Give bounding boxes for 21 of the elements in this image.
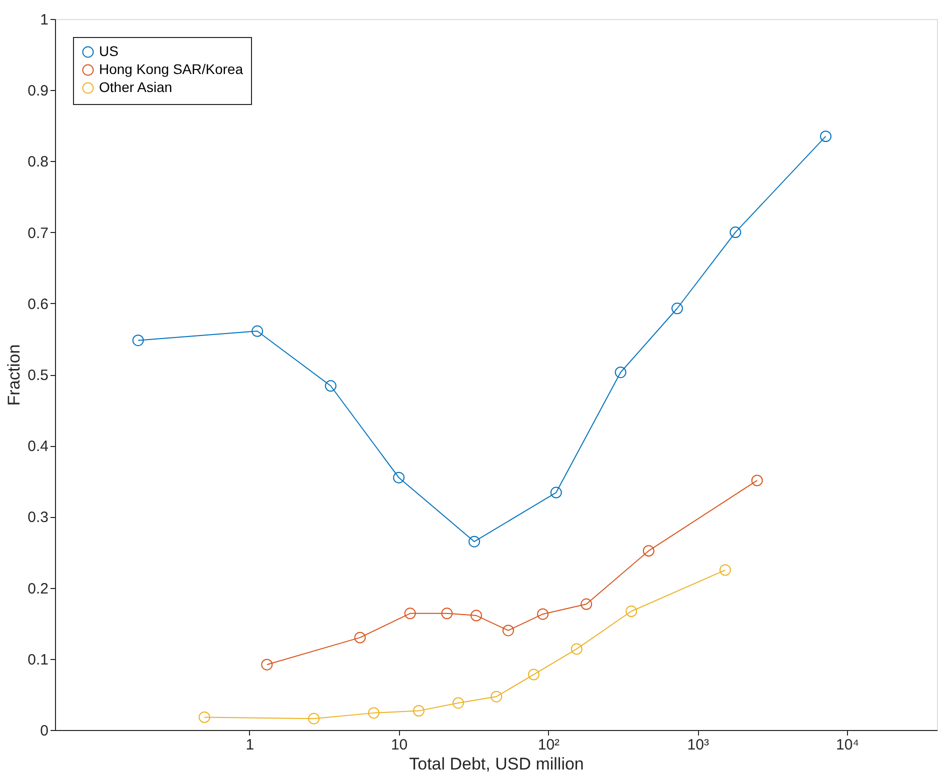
y-tick-label: 0	[40, 722, 48, 740]
x-tick-label: 1	[246, 736, 254, 754]
x-axis-title: Total Debt, USD million	[409, 754, 584, 774]
legend-label: US	[99, 43, 118, 59]
x-tick-label: 10²	[538, 736, 560, 754]
y-tick-label: 0.4	[28, 438, 48, 456]
y-tick-label: 0.7	[28, 224, 48, 242]
legend-label: Hong Kong SAR/Korea	[99, 61, 244, 77]
legend-label: Other Asian	[99, 79, 172, 95]
x-tick-label: 10³	[687, 736, 709, 754]
x-tick-label: 10	[390, 736, 408, 754]
y-tick-label: 0.3	[28, 509, 48, 526]
y-tick-label: 1	[40, 12, 48, 28]
y-tick-label: 0.6	[28, 296, 48, 313]
y-axis-title: Fraction	[4, 344, 24, 406]
y-tick-label: 0.9	[28, 82, 48, 100]
y-tick-label: 0.1	[28, 651, 48, 668]
y-tick-label: 0.2	[28, 580, 48, 598]
y-tick-label: 0.8	[28, 154, 48, 171]
x-tick-label: 10⁴	[836, 736, 860, 754]
y-tick-label: 0.5	[28, 367, 48, 384]
